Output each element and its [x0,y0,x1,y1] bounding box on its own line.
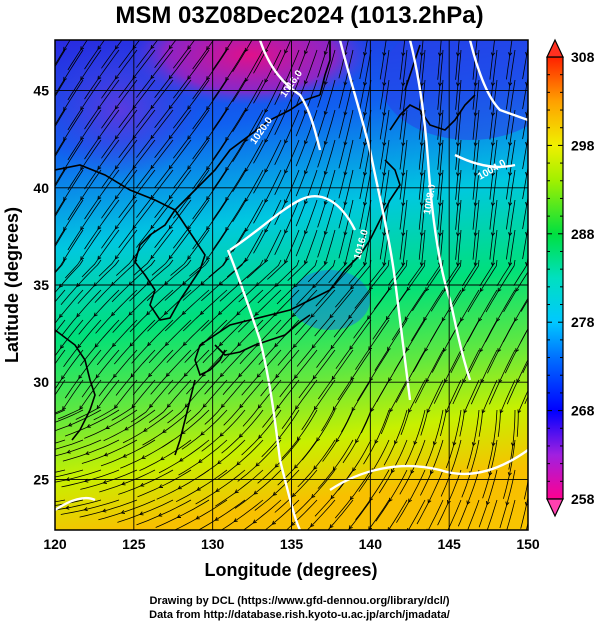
plot-frame [54,39,529,531]
colorbar-label: 308 [571,49,595,65]
lon-tick-label: 150 [516,536,540,552]
credit-drawing: Drawing by DCL (https://www.gfd-dennou.o… [149,595,450,607]
lat-lon-grid [55,40,528,530]
isobar-label: 1008.0 [422,183,438,215]
lon-tick-label: 130 [201,536,225,552]
colorbar-label: 268 [571,403,595,419]
colorbar-label: 288 [571,226,595,242]
isobars [55,40,528,530]
lat-tick-label: 30 [33,374,49,390]
lat-tick-label: 25 [33,471,49,487]
map-title: MSM 03Z08Dec2024 (1013.2hPa) [115,2,484,29]
colorbar-min-arrow [546,498,564,518]
colorbar-label: 258 [571,491,595,507]
colorbar: 308 298 288 278 268 258 [546,38,595,518]
colorbar-label: 298 [571,137,595,153]
lon-tick-label: 120 [43,536,67,552]
longitude-ticks: 120 125 130 135 140 145 150 [43,536,540,552]
x-axis-label: Longitude (degrees) [204,560,377,580]
credit-data: Data from http://database.rish.kyoto-u.a… [149,609,450,621]
temperature-field [55,40,528,530]
colorbar-label: 278 [571,314,595,330]
colorbar-max-arrow [546,38,564,58]
lat-tick-label: 35 [33,277,49,293]
credits: Drawing by DCL (https://www.gfd-dennou.o… [0,594,599,622]
lon-tick-label: 125 [122,536,146,552]
lat-tick-label: 40 [33,180,49,196]
lon-tick-label: 145 [437,536,461,552]
coastlines [55,40,476,456]
y-axis-label: Latitude (degrees) [2,207,22,363]
lon-tick-label: 135 [280,536,304,552]
wind-streamlines [55,40,528,530]
lon-tick-label: 140 [359,536,383,552]
latitude-ticks: 25 30 35 40 45 [33,83,49,488]
lat-tick-label: 45 [33,83,49,99]
